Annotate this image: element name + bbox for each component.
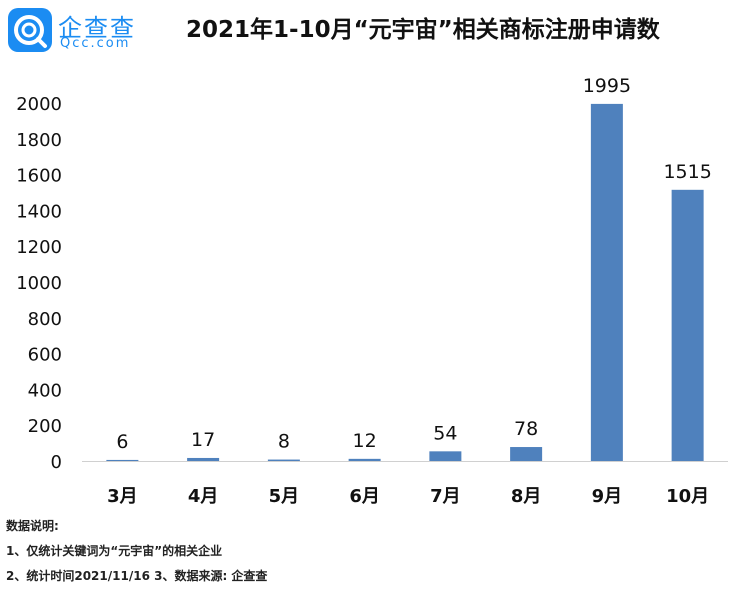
data-label: 8 bbox=[278, 431, 290, 453]
y-tick-label: 1000 bbox=[16, 273, 62, 294]
logo-text-en: Qcc.com bbox=[60, 36, 131, 51]
bar bbox=[429, 451, 462, 461]
x-tick-label: 4月 bbox=[188, 486, 219, 507]
y-tick-label: 1600 bbox=[16, 166, 62, 187]
x-tick-label: 9月 bbox=[592, 486, 623, 507]
y-tick-label: 1400 bbox=[16, 201, 62, 222]
qcc-logo-icon bbox=[8, 8, 52, 52]
y-tick-label: 1200 bbox=[16, 237, 62, 258]
notes-line-2: 2、统计时间2021/11/16 3、数据来源: 企查查 bbox=[6, 569, 268, 583]
bar bbox=[187, 457, 220, 461]
bar-chart: 0 200 400 600 800 1000 1200 1400 1600 1800 2000 6 3月… bbox=[16, 75, 728, 507]
x-tick-label: 7月 bbox=[430, 486, 461, 507]
data-label: 54 bbox=[433, 422, 457, 444]
logo-text-cn: 企查查 bbox=[58, 14, 136, 42]
bar bbox=[510, 447, 543, 461]
x-tick-label: 3月 bbox=[107, 486, 138, 507]
bar bbox=[671, 189, 704, 461]
data-label: 12 bbox=[353, 430, 377, 452]
qcc-logo: 企查查 Qcc.com bbox=[8, 6, 183, 52]
y-tick-label: 1800 bbox=[16, 130, 62, 151]
data-notes: 数据说明: 1、仅统计关键词为“元宇宙”的相关企业 2、统计时间2021/11/… bbox=[6, 514, 267, 589]
data-label: 1995 bbox=[583, 75, 631, 97]
bar bbox=[590, 103, 623, 461]
y-tick-label: 800 bbox=[28, 309, 62, 330]
bar bbox=[267, 459, 300, 461]
notes-line-1: 1、仅统计关键词为“元宇宙”的相关企业 bbox=[6, 544, 223, 558]
data-label: 17 bbox=[191, 429, 215, 451]
bar bbox=[106, 459, 139, 461]
data-label: 78 bbox=[514, 418, 538, 440]
data-label: 1515 bbox=[663, 161, 711, 183]
x-tick-label: 6月 bbox=[349, 486, 380, 507]
y-tick-label: 400 bbox=[28, 380, 62, 401]
x-tick-label: 5月 bbox=[269, 486, 300, 507]
notes-heading: 数据说明: bbox=[6, 519, 59, 533]
header: 企查查 Qcc.com 2021年1-10月“元宇宙”相关商标注册申请数 bbox=[0, 0, 738, 60]
data-label: 6 bbox=[116, 431, 128, 453]
y-tick-label: 2000 bbox=[16, 94, 62, 115]
chart-title: 2021年1-10月“元宇宙”相关商标注册申请数 bbox=[186, 17, 660, 43]
y-tick-label: 0 bbox=[51, 452, 62, 473]
x-tick-label: 8月 bbox=[511, 486, 542, 507]
y-tick-label: 600 bbox=[28, 345, 62, 366]
y-tick-label: 200 bbox=[28, 416, 62, 437]
x-tick-label: 10月 bbox=[666, 486, 709, 507]
bar bbox=[348, 458, 381, 461]
